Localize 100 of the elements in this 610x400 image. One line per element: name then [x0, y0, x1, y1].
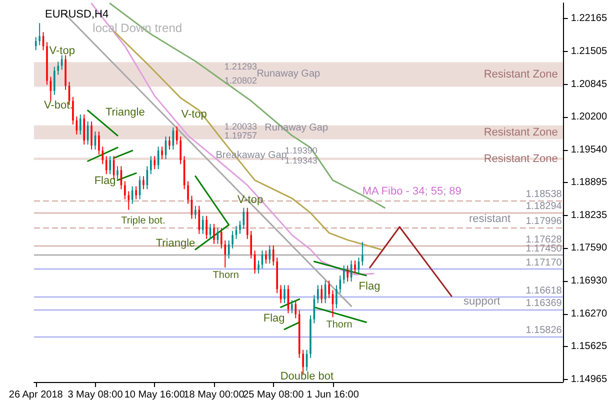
- candlestick: [176, 126, 178, 146]
- candlestick: [317, 284, 319, 304]
- candlestick: [258, 260, 260, 274]
- annotation: Runaway Gap: [256, 68, 321, 80]
- annotation: 1.20802: [224, 76, 257, 86]
- x-tick-label: 1 Jun 16:00: [306, 390, 360, 400]
- annotation: Triangle: [156, 238, 196, 250]
- candlestick: [213, 223, 215, 244]
- candlestick: [320, 284, 323, 304]
- annotation: V-top: [237, 194, 264, 206]
- band-label: Resistant Zone: [484, 152, 558, 165]
- x-tick-label: 26 Apr 2018: [8, 390, 64, 400]
- ref-line-label: 1.18294: [526, 201, 562, 212]
- y-tick-label: 1.17590: [570, 242, 608, 254]
- annotation: 1.21293: [224, 62, 257, 72]
- annotation: V-bot.: [44, 99, 73, 112]
- y-tick-label: 1.18895: [570, 176, 608, 188]
- candlestick: [232, 230, 234, 249]
- y-tick-label: 1.16930: [570, 276, 608, 287]
- candlestick: [98, 131, 100, 156]
- candlestick: [206, 215, 208, 240]
- annotation: Thorn: [326, 320, 352, 331]
- candlestick: [124, 180, 126, 200]
- candlestick: [168, 136, 170, 150]
- x-tick-label: 25 May 08:00: [243, 390, 304, 400]
- band-label: Resistant Zone: [484, 68, 558, 80]
- candlestick: [342, 265, 345, 284]
- candlestick: [194, 205, 196, 220]
- candlestick: [38, 22, 40, 46]
- ref-line-label: 1.17170: [526, 258, 562, 269]
- candlestick: [272, 244, 274, 266]
- candlestick: [83, 114, 85, 146]
- candlestick: [109, 156, 111, 175]
- ref-line-label: 1.16369: [526, 298, 562, 309]
- ref-line-label: 1.15826: [526, 325, 562, 336]
- text: EURUSD,H4: [45, 8, 109, 20]
- candlestick: [57, 61, 60, 76]
- annotation: V-top: [49, 44, 75, 57]
- annotation: Thorn: [212, 270, 239, 281]
- candlestick: [246, 207, 248, 240]
- annotation: support: [464, 295, 500, 308]
- annotation: resistant: [469, 213, 511, 226]
- candlestick: [239, 220, 241, 234]
- candlestick: [354, 260, 356, 274]
- candlestick: [224, 240, 226, 268]
- candlestick: [302, 349, 304, 374]
- candlestick: [202, 215, 204, 234]
- ref-line-label: 1.18538: [526, 188, 562, 200]
- annotation: Triangle: [105, 106, 145, 119]
- candlestick: [34, 36, 37, 51]
- y-tick-label: 1.18235: [570, 210, 608, 222]
- y-tick-label: 1.21505: [570, 46, 608, 57]
- candlestick: [105, 156, 108, 175]
- x-tick-label: 3 May 08:00: [68, 390, 124, 400]
- candlestick: [265, 250, 267, 264]
- candlestick: [294, 300, 297, 319]
- candlestick: [161, 146, 163, 160]
- annotation: 1.19343: [284, 155, 318, 166]
- y-tick-label: 1.20200: [570, 111, 608, 122]
- y-tick-label: 1.14965: [570, 374, 608, 386]
- x-tick-label: 10 May 16:00: [124, 390, 186, 400]
- candlestick: [291, 300, 293, 314]
- y-tick-label: 1.20845: [570, 79, 608, 90]
- candlestick: [116, 166, 118, 180]
- candlestick: [150, 156, 152, 175]
- y-tick-label: 1.22165: [570, 12, 608, 24]
- annotation: MA Fibo - 34; 55; 89: [362, 185, 462, 198]
- annotation: Flag: [358, 280, 380, 292]
- annotation: 1.19757: [224, 130, 257, 141]
- annotation: Flag: [263, 312, 285, 324]
- candlestick: [220, 227, 222, 249]
- candlestick: [79, 114, 82, 136]
- candlestick: [154, 156, 156, 170]
- candlestick: [72, 96, 74, 125]
- y-tick-label: 1.16270: [570, 308, 608, 320]
- candlestick: [336, 284, 338, 309]
- x-tick-label: 18 May 00:00: [184, 390, 245, 400]
- candlestick: [128, 190, 130, 210]
- annotation: 1.20033: [224, 122, 257, 132]
- candlestick: [187, 180, 189, 204]
- candlestick: [180, 136, 182, 165]
- band-label: Resistant Zone: [484, 126, 558, 138]
- annotation: Double bot: [280, 370, 334, 382]
- y-tick-label: 1.15625: [570, 341, 608, 352]
- candlestick: [142, 176, 144, 190]
- candlestick: [135, 186, 137, 200]
- ref-line-label: 1.17996: [526, 216, 562, 228]
- candlestick: [362, 241, 364, 266]
- ref-line-label: 1.17450: [526, 243, 562, 254]
- candlestick: [284, 284, 286, 304]
- candlestick: [328, 280, 330, 299]
- annotation: Triple bot.: [121, 215, 166, 226]
- annotation: Flag: [94, 175, 116, 188]
- candlestick: [346, 265, 348, 282]
- candlestick: [90, 120, 92, 150]
- ref-line-label: 1.16618: [526, 285, 562, 296]
- ref-line-label: 1.17628: [526, 234, 562, 246]
- candlestick: [250, 230, 252, 260]
- candlestick: [54, 66, 56, 96]
- y-tick-label: 1.19540: [570, 144, 608, 156]
